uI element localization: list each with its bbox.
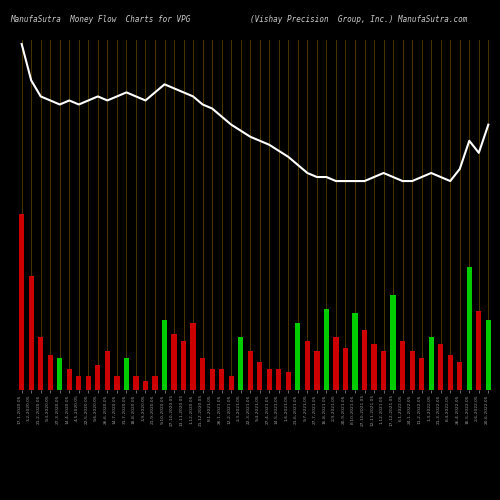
Bar bbox=[266, 369, 272, 390]
Bar bbox=[372, 344, 376, 390]
Bar bbox=[343, 348, 348, 390]
Bar bbox=[295, 324, 300, 390]
Bar bbox=[305, 341, 310, 390]
Bar bbox=[134, 376, 138, 390]
Bar bbox=[181, 341, 186, 390]
Bar bbox=[400, 341, 405, 390]
Bar bbox=[76, 376, 82, 390]
Bar bbox=[486, 320, 491, 390]
Bar bbox=[219, 369, 224, 390]
Bar bbox=[334, 338, 338, 390]
Bar bbox=[276, 369, 281, 390]
Bar bbox=[200, 358, 205, 390]
Bar bbox=[352, 312, 358, 390]
Bar bbox=[314, 352, 320, 390]
Bar bbox=[257, 362, 262, 390]
Bar bbox=[48, 355, 53, 390]
Bar bbox=[228, 376, 234, 390]
Bar bbox=[457, 362, 462, 390]
Bar bbox=[19, 214, 24, 390]
Text: (Vishay Precision  Group, Inc.) ManufaSutra.com: (Vishay Precision Group, Inc.) ManufaSut… bbox=[250, 15, 468, 24]
Bar bbox=[428, 338, 434, 390]
Bar bbox=[362, 330, 367, 390]
Text: ManufaSutra  Money Flow  Charts for VPG: ManufaSutra Money Flow Charts for VPG bbox=[10, 15, 190, 24]
Bar bbox=[210, 369, 215, 390]
Bar bbox=[66, 369, 72, 390]
Bar bbox=[410, 352, 415, 390]
Bar bbox=[38, 338, 44, 390]
Bar bbox=[438, 344, 444, 390]
Bar bbox=[448, 355, 453, 390]
Bar bbox=[95, 366, 100, 390]
Bar bbox=[86, 376, 91, 390]
Bar bbox=[172, 334, 176, 390]
Bar bbox=[28, 276, 34, 390]
Bar bbox=[238, 338, 244, 390]
Bar bbox=[476, 311, 482, 390]
Bar bbox=[248, 352, 253, 390]
Bar bbox=[162, 320, 167, 390]
Bar bbox=[143, 381, 148, 390]
Bar bbox=[466, 267, 472, 390]
Bar bbox=[190, 324, 196, 390]
Bar bbox=[152, 376, 158, 390]
Bar bbox=[57, 358, 62, 390]
Bar bbox=[124, 358, 129, 390]
Bar bbox=[286, 372, 291, 390]
Bar bbox=[419, 358, 424, 390]
Bar bbox=[114, 376, 119, 390]
Bar bbox=[324, 309, 329, 390]
Bar bbox=[105, 352, 110, 390]
Bar bbox=[381, 352, 386, 390]
Bar bbox=[390, 295, 396, 390]
